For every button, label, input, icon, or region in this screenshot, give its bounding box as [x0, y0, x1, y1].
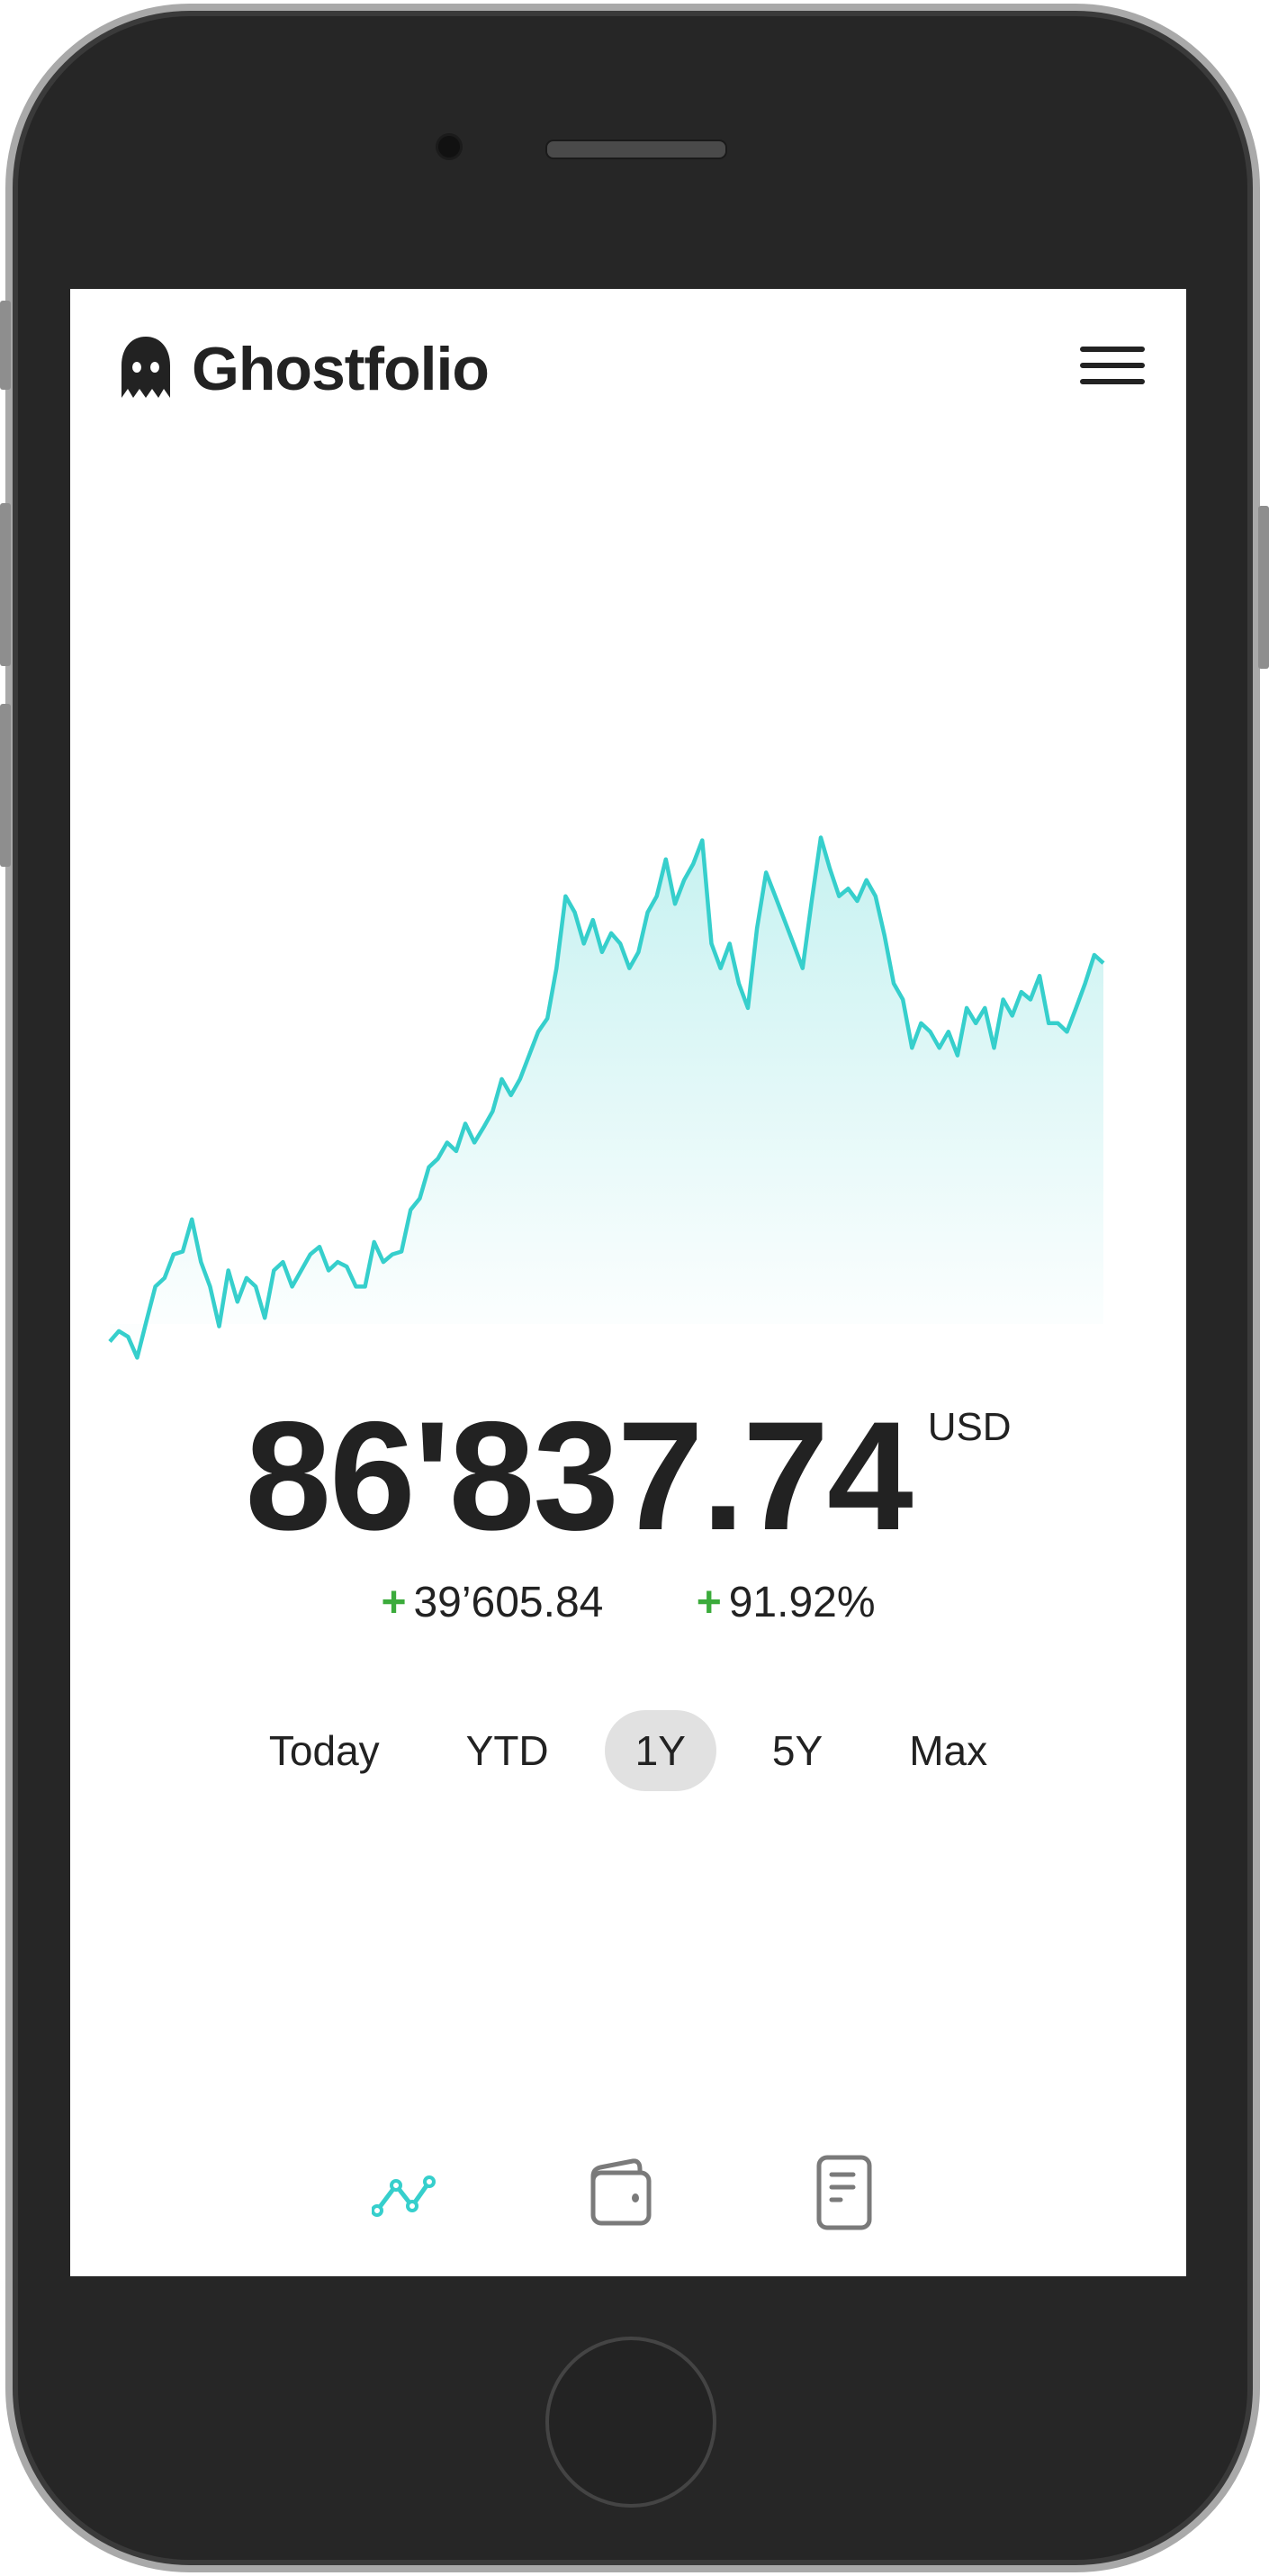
home-button[interactable] [545, 2337, 716, 2508]
range-ytd[interactable]: YTD [465, 1727, 549, 1774]
app-logo[interactable]: Ghostfolio [120, 334, 490, 404]
percent-change: +91.92% [697, 1578, 876, 1627]
front-camera [438, 136, 460, 158]
app-title: Ghostfolio [192, 335, 490, 403]
absolute-change-value: 39’605.84 [413, 1579, 604, 1626]
range-selector: Today YTD 1Y 5Y Max [70, 1710, 1186, 1791]
currency-label: USD [927, 1405, 1012, 1449]
percent-change-value: 91.92% [728, 1579, 876, 1626]
plus-sign: + [696, 1579, 722, 1626]
range-1y[interactable]: 1Y [604, 1710, 716, 1791]
chart-line [108, 835, 1105, 1360]
portfolio-value-row: 86'837.74 USD [70, 1387, 1186, 1565]
nav-activities[interactable] [800, 2148, 890, 2238]
volume-up-button [0, 503, 11, 666]
nav-overview[interactable] [367, 2148, 457, 2238]
document-icon [816, 2155, 872, 2230]
power-button [1258, 506, 1269, 669]
range-max[interactable]: Max [909, 1727, 988, 1774]
line-chart-icon [372, 2175, 436, 2217]
absolute-change: +39’605.84 [381, 1578, 603, 1627]
ghost-icon [120, 336, 172, 402]
portfolio-chart [108, 835, 1105, 1360]
bottom-navigation [70, 2148, 1186, 2238]
app-screen: Ghostfolio 86'837.74 USD +39’605.84 +91.9… [70, 289, 1186, 2276]
range-today[interactable]: Today [268, 1727, 380, 1774]
hamburger-menu-icon[interactable] [1080, 347, 1145, 384]
wallet-icon [590, 2158, 652, 2226]
volume-down-button [0, 704, 11, 867]
plus-sign: + [381, 1579, 407, 1626]
performance-row: +39’605.84 +91.92% [70, 1578, 1186, 1627]
earpiece-speaker [545, 140, 727, 159]
range-5y[interactable]: 5Y [771, 1727, 824, 1774]
chart-area-fill [110, 837, 1103, 1358]
nav-holdings[interactable] [583, 2148, 673, 2238]
portfolio-value: 86'837.74 [245, 1390, 913, 1563]
mute-switch [0, 301, 11, 390]
